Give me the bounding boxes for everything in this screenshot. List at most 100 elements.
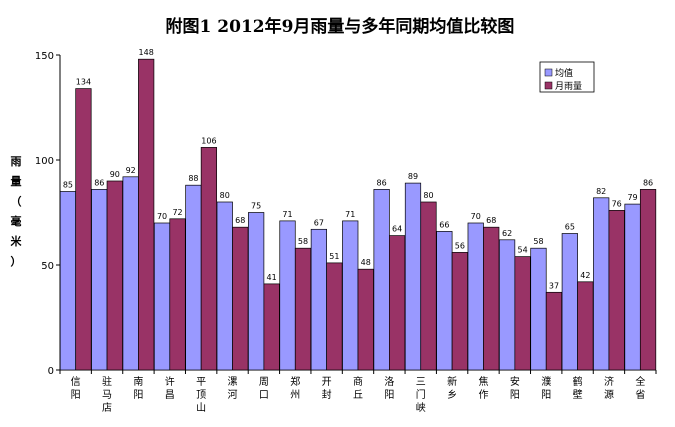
y-tick-label: 150: [35, 51, 54, 62]
category-label: 焦作: [478, 375, 488, 401]
data-label: 58: [298, 237, 308, 246]
data-label: 56: [455, 241, 465, 250]
bar-rain-14: [514, 256, 531, 371]
data-label: 62: [502, 229, 512, 238]
data-label: 54: [517, 246, 527, 255]
data-label: 71: [282, 210, 292, 219]
category-label: 驻马店: [102, 375, 112, 414]
bar-rain-4: [200, 147, 218, 371]
bar-mean-11: [404, 182, 422, 371]
data-label: 76: [612, 199, 622, 208]
bar-rain-10: [389, 235, 406, 371]
y-tick-label: 0: [48, 366, 54, 377]
bar-mean-5: [216, 201, 233, 371]
category-label: 新乡: [447, 375, 457, 401]
bar-mean-1: [91, 189, 108, 371]
data-label: 79: [627, 193, 637, 202]
data-label: 68: [235, 216, 245, 225]
bar-rain-13: [483, 226, 500, 371]
bar-mean-14: [498, 239, 516, 371]
category-label: 商丘: [353, 375, 363, 401]
legend-label: 月雨量: [555, 81, 582, 92]
data-label: 82: [596, 187, 606, 196]
data-label: 92: [126, 166, 136, 175]
bar-rain-2: [138, 58, 155, 371]
bar-rain-11: [420, 201, 437, 371]
data-label: 88: [188, 174, 198, 183]
bar-mean-8: [310, 228, 327, 371]
category-label: 漯河: [228, 376, 238, 401]
bar-rain-7: [294, 247, 312, 371]
category-label: 郑州: [290, 375, 300, 401]
data-label: 66: [439, 220, 449, 229]
bar-mean-18: [624, 203, 641, 371]
data-label: 86: [377, 178, 387, 187]
bar-rain-1: [106, 180, 123, 371]
data-label: 68: [486, 216, 496, 225]
category-label: 许昌: [165, 376, 175, 401]
category-label: 洛阳: [384, 375, 394, 401]
y-axis-label-char: 米: [10, 234, 23, 248]
data-label: 48: [361, 258, 371, 267]
bar-mean-17: [593, 197, 610, 371]
bar-mean-0: [59, 191, 77, 371]
bar-rain-0: [75, 88, 92, 371]
category-label: 濮阳: [541, 375, 551, 401]
bar-mean-2: [122, 176, 139, 371]
legend-swatch: [544, 81, 553, 90]
data-label: 42: [580, 271, 590, 280]
data-label: 41: [267, 273, 277, 282]
bar-mean-7: [279, 220, 296, 371]
y-axis-label: 雨量 （ 毫米 ）: [10, 155, 23, 268]
legend-label: 均值: [555, 67, 573, 79]
data-label: 67: [314, 218, 324, 227]
bar-mean-4: [185, 184, 202, 371]
data-label: 37: [549, 281, 559, 290]
data-label: 148: [139, 48, 154, 57]
data-label: 51: [329, 252, 339, 261]
bar-mean-13: [467, 222, 484, 371]
bar-rain-9: [357, 268, 374, 371]
bar-mean-10: [373, 189, 390, 371]
data-label: 80: [220, 191, 230, 200]
bar-mean-12: [436, 231, 453, 371]
bar-rain-3: [169, 218, 186, 371]
data-label: 134: [76, 78, 91, 87]
bar-mean-15: [530, 247, 547, 371]
data-label: 90: [110, 170, 120, 179]
data-label: 89: [408, 172, 418, 181]
y-axis-label-char: 毫: [11, 214, 22, 228]
bar-rain-18: [639, 189, 657, 371]
category-label: 信阳: [71, 376, 81, 401]
bar-mean-9: [342, 220, 359, 371]
y-axis-label-char: （: [11, 195, 22, 208]
category-label: 平顶山: [196, 377, 206, 414]
data-label: 58: [533, 237, 543, 246]
data-label: 71: [345, 210, 355, 219]
y-axis-label-char: 雨: [11, 155, 22, 168]
bar-mean-16: [561, 233, 578, 371]
data-label: 80: [423, 191, 433, 200]
bar-rain-8: [326, 262, 343, 371]
data-label: 106: [201, 136, 216, 145]
data-label: 86: [94, 178, 104, 187]
bars: [59, 58, 657, 371]
y-ticks: 0 50 100 150: [35, 51, 60, 377]
category-label: 安阳: [510, 375, 520, 401]
bar-mean-6: [248, 212, 265, 371]
chart-title: 附图1 2012年9月雨量与多年同期均值比较图: [166, 16, 515, 37]
legend-swatch: [544, 68, 553, 77]
y-axis-label-char: 量: [11, 175, 22, 188]
bar-rain-5: [232, 226, 249, 371]
category-label: 济源: [604, 375, 614, 401]
data-label: 75: [251, 202, 261, 211]
bar-rain-6: [263, 283, 280, 371]
y-tick-label: 50: [41, 261, 54, 272]
data-label: 85: [63, 181, 73, 190]
category-label: 鹤壁: [573, 375, 583, 401]
y-tick-label: 100: [35, 156, 54, 167]
bar-rain-17: [608, 210, 625, 371]
